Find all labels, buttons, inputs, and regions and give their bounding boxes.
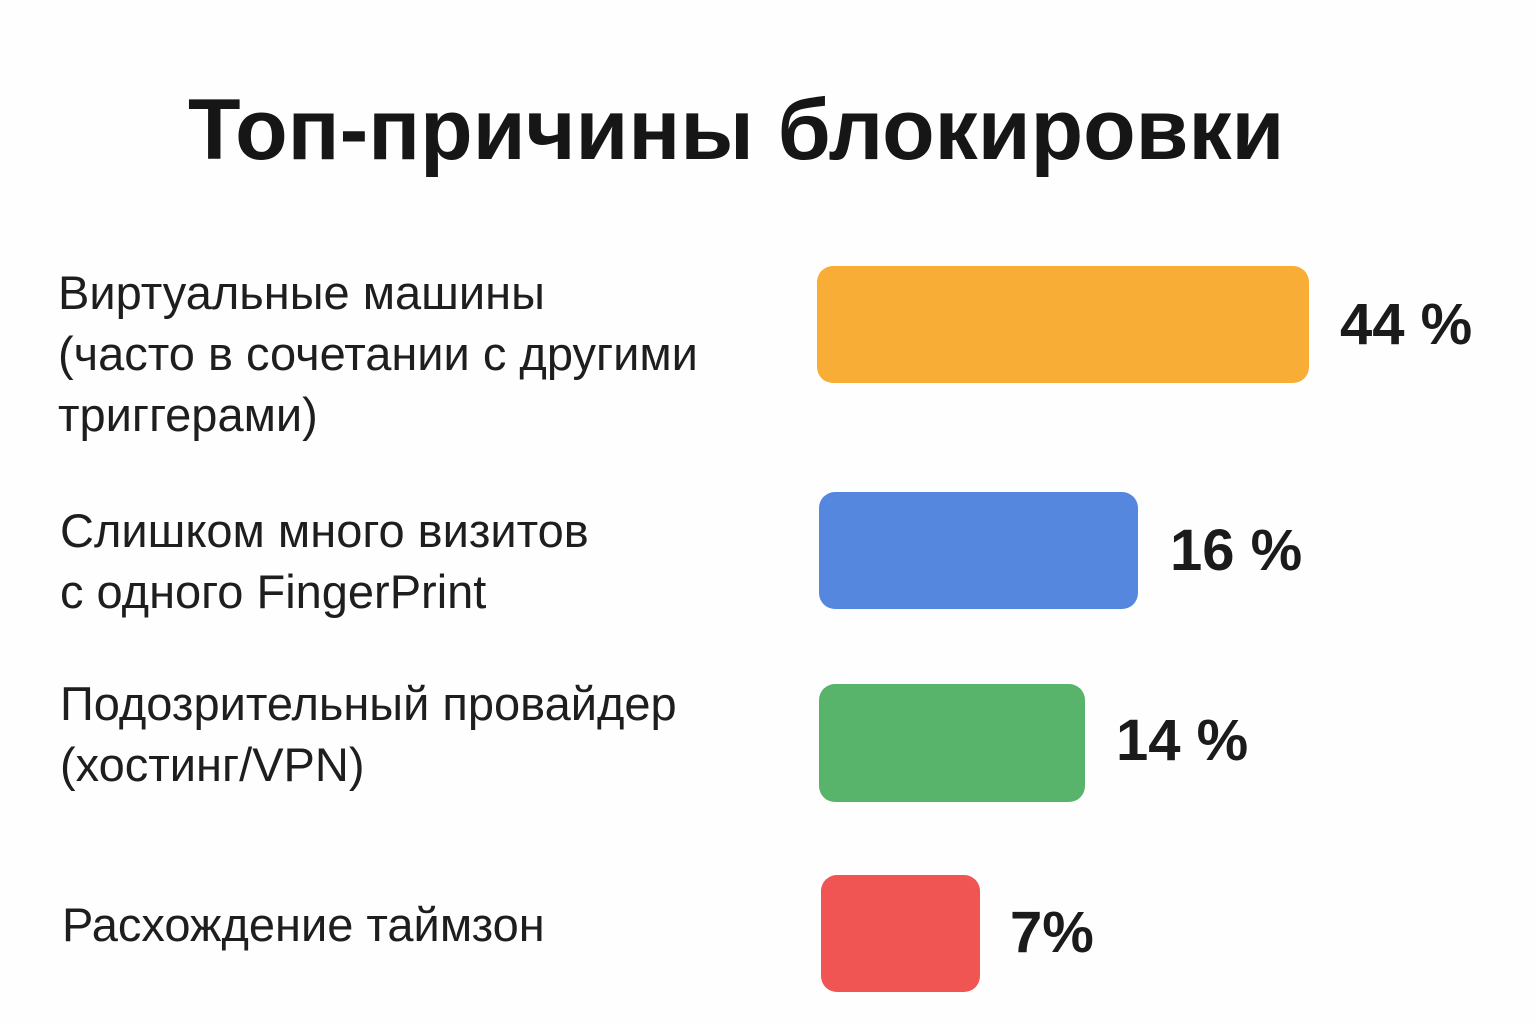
bar-suspicious-provider [819,684,1085,802]
bar-timezone-mismatch [821,875,980,992]
chart-title: Топ-причины блокировки [188,82,1285,178]
bar-virtual-machines [817,266,1309,383]
value-suspicious-provider: 14 % [1116,708,1249,773]
value-timezone-mismatch: 7% [1010,900,1094,965]
bar-fingerprint-visits [819,492,1138,609]
value-virtual-machines: 44 % [1340,292,1473,357]
row-label-timezone-mismatch: Расхождение таймзон [62,898,545,951]
row-label-fingerprint-visits: Слишком много визитов с одного FingerPri… [60,504,589,618]
row-label-virtual-machines: Виртуальные машины (часто в сочетании с … [58,266,698,441]
row-label-suspicious-provider: Подозрительный провайдер (хостинг/VPN) [60,677,677,791]
value-fingerprint-visits: 16 % [1170,518,1303,583]
